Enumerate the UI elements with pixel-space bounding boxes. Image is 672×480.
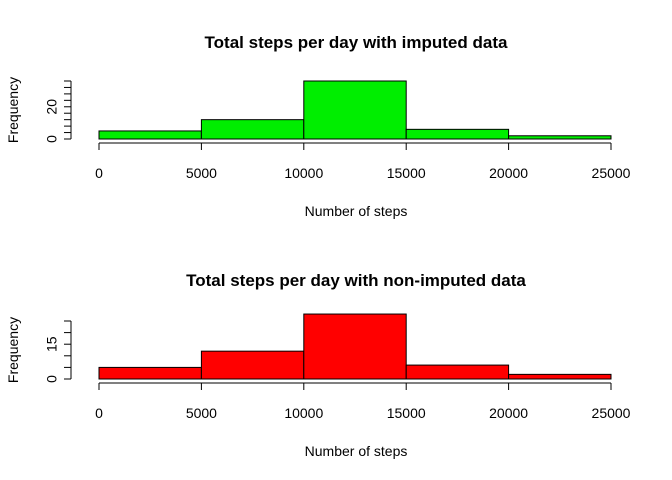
x-tick-label: 15000 xyxy=(387,165,426,181)
x-axis: 0 5000 10000 15000 20000 25000 xyxy=(95,142,631,181)
histogram-bar xyxy=(200,119,305,140)
x-tick-label: 10000 xyxy=(284,165,323,181)
y-axis-label: Frequency xyxy=(5,77,21,143)
histogram-bar xyxy=(508,135,612,140)
x-tick-label: 25000 xyxy=(592,165,631,181)
histogram-bar xyxy=(508,373,612,380)
histogram-bar xyxy=(405,128,510,140)
histogram-bar xyxy=(98,366,202,380)
x-tick-label: 5000 xyxy=(186,165,217,181)
x-tick-label: 5000 xyxy=(186,405,217,421)
y-tick-label: 20 xyxy=(44,99,60,115)
x-tick-label: 10000 xyxy=(284,405,323,421)
chart-title: Total steps per day with imputed data xyxy=(205,33,508,52)
x-tick-label: 20000 xyxy=(489,405,528,421)
x-tick-label: 15000 xyxy=(387,405,426,421)
bars xyxy=(98,80,612,140)
x-axis-label: Number of steps xyxy=(305,203,408,219)
y-axis: 0 15 xyxy=(44,320,72,383)
x-tick-label: 0 xyxy=(95,165,103,181)
y-axis-label: Frequency xyxy=(5,317,21,383)
histogram-imputed: Total steps per day with imputed data 0 5… xyxy=(5,33,631,219)
y-tick-label: 0 xyxy=(44,135,60,143)
bars xyxy=(98,313,612,380)
histogram-bar xyxy=(200,350,305,380)
x-tick-label: 25000 xyxy=(592,405,631,421)
y-tick-label: 0 xyxy=(44,375,60,383)
x-tick-label: 20000 xyxy=(489,165,528,181)
histogram-bar xyxy=(303,80,407,140)
chart-title: Total steps per day with non-imputed dat… xyxy=(186,271,526,290)
histogram-bar xyxy=(98,130,202,140)
x-tick-label: 0 xyxy=(95,405,103,421)
y-tick-label: 15 xyxy=(44,336,60,352)
x-axis-label: Number of steps xyxy=(305,443,408,459)
y-axis: 0 20 xyxy=(44,80,72,143)
histogram-bar xyxy=(405,364,510,380)
histogram-bar xyxy=(303,313,407,380)
histogram-non-imputed: Total steps per day with non-imputed dat… xyxy=(5,271,631,459)
x-axis: 0 5000 10000 15000 20000 25000 xyxy=(95,382,631,421)
